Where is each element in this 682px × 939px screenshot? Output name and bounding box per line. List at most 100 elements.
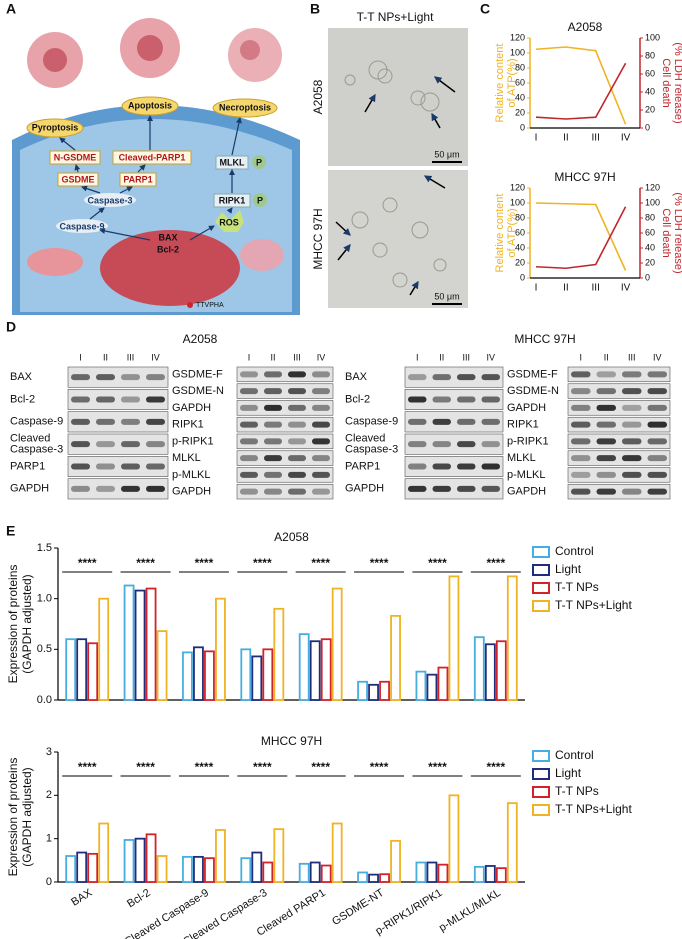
panel-label: A [6,1,16,17]
legend-label: T-T NPs+Light [555,802,632,816]
blot-strip [404,456,504,477]
row-label: GAPDH [345,483,384,495]
y-tick-label: 0 [46,876,52,888]
bar [98,597,110,701]
lane-label: I [579,352,582,362]
lane-label: III [293,352,301,362]
y-tick-label: 1.5 [37,542,52,554]
blot-strip [236,366,334,383]
blot-band [288,471,306,478]
node-box [57,172,99,187]
blot-band [96,441,115,448]
bar [76,638,88,701]
legend-swatch [532,804,550,816]
blot-band [571,455,591,462]
bar [145,587,157,701]
blot-band [432,441,451,448]
node: RIPK1 [219,195,246,205]
organelle [240,239,284,271]
blot-band [146,418,165,425]
blot-band [647,455,667,462]
blot-band [312,488,330,495]
row-label: GSDME-F [172,368,223,380]
significance: **** [78,760,97,774]
outcome-box [26,118,84,138]
bar [415,861,427,883]
outcome: Pyroptosis [32,122,79,132]
node-box [119,172,157,187]
legend-swatch [532,768,550,780]
node: P [256,157,262,167]
significance: **** [136,556,155,570]
blot-band [96,418,115,425]
blot-strip [236,467,334,483]
bar [65,855,77,883]
node-box [213,193,251,208]
row-label: MHCC 97H [311,208,325,269]
blot-band [240,455,258,462]
row-label: A2058 [311,79,325,114]
ros-burst [215,210,244,232]
legend-swatch [532,582,550,594]
blot-strip [567,450,671,466]
blot-band [622,421,642,428]
blot-band [647,471,667,478]
lane-label: IV [653,352,662,362]
y-tick-label: 60 [515,227,525,237]
blot-band [96,463,115,470]
x-tick-label: GSDME-NT [330,887,386,928]
bar [251,655,263,701]
node-box [56,219,108,233]
scale-label: 50 μm [434,149,459,159]
bar [309,861,321,883]
blot-band [240,404,258,411]
x-tick-label: p-MLKL/MLKL [437,887,503,934]
blot-band [288,388,306,395]
blot-strip [404,389,504,410]
significance: **** [195,556,214,570]
bar [473,636,485,701]
row-label: MLKL [507,452,536,464]
y-tick-label: 100 [510,197,525,207]
blot-band [96,374,115,381]
bar [390,839,401,883]
significance: **** [370,556,389,570]
cells [344,60,447,288]
blot-band [457,396,476,403]
bar [357,871,368,883]
blot-band [571,438,591,445]
node-box [112,150,192,165]
lane-label: III [628,352,636,362]
chart-title: A2058 [568,20,603,34]
y2-tick-label: 80 [645,50,655,60]
row-label: GSDME-F [507,368,558,380]
significance: **** [428,760,447,774]
significance: **** [195,760,214,774]
y-tick-label: 60 [515,77,525,87]
row-label: RIPK1 [507,419,539,431]
bar [320,638,332,701]
phospho [253,193,267,207]
chart-title: A2058 [274,530,309,544]
node: ROS [219,217,239,227]
bar [448,575,460,701]
outcome: Necroptosis [219,102,271,112]
phospho [252,155,266,169]
blot-band [481,418,500,425]
blot-band [596,421,616,428]
blot-strip [236,483,334,500]
x-tick-label: IV [621,133,631,144]
y-tick-label: 40 [515,92,525,102]
bar [495,867,507,883]
x-tick-label: I [535,283,538,294]
y2-tick-label: 0 [645,122,650,132]
blot-strip [67,433,169,455]
blot-band [312,471,330,478]
bar [76,851,88,883]
blot-strip [404,366,504,388]
bar [98,822,110,883]
blot-band [288,404,306,411]
row-label: p-MLKL [172,469,211,481]
blot-band [240,488,258,495]
blot-band [121,374,140,381]
